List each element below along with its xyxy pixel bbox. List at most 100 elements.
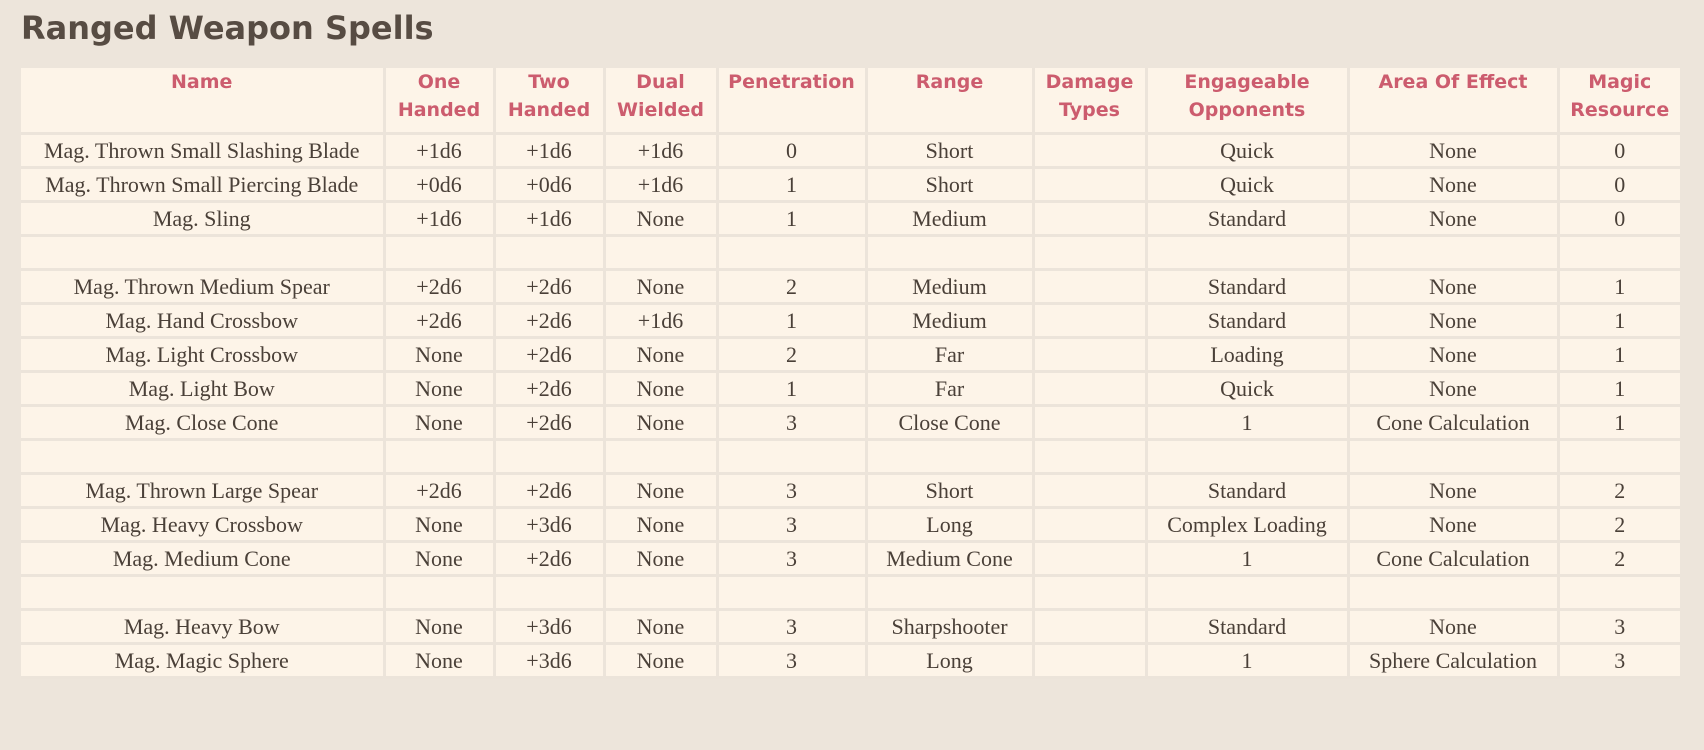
table-cell: None bbox=[602, 268, 719, 305]
table-cell: Cone Calculation bbox=[1346, 404, 1560, 441]
table-cell bbox=[1031, 370, 1148, 407]
spell-name-cell: Mag. Hand Crossbow bbox=[21, 302, 386, 339]
table-cell bbox=[492, 234, 606, 271]
table-cell: +0d6 bbox=[492, 166, 606, 203]
table-cell: Close Cone bbox=[864, 404, 1035, 441]
spell-name-cell: Mag. Thrown Small Piercing Blade bbox=[21, 166, 386, 203]
table-cell: 2 bbox=[1556, 506, 1680, 543]
table-cell: 3 bbox=[1556, 642, 1680, 679]
table-cell: 1 bbox=[1556, 302, 1680, 339]
table-cell: +2d6 bbox=[492, 370, 606, 407]
table-cell: 1 bbox=[1556, 336, 1680, 373]
table-row: Mag. Light Bow None +2d6 None 1 Far Quick None 1 bbox=[21, 370, 1680, 407]
column-header: Dual Wielded bbox=[602, 68, 719, 135]
column-header: Area Of Effect bbox=[1346, 68, 1560, 135]
table-cell bbox=[1144, 574, 1350, 611]
table-cell: None bbox=[1346, 166, 1560, 203]
table-cell: None bbox=[602, 200, 719, 237]
table-cell: None bbox=[382, 506, 496, 543]
table-cell: +2d6 bbox=[382, 472, 496, 509]
table-cell bbox=[492, 574, 606, 611]
page-title: Ranged Weapon Spells bbox=[21, 9, 434, 47]
spells-table-container: Name One Handed Two Handed Dual Wielded Pene… bbox=[21, 68, 1680, 679]
table-cell: None bbox=[382, 608, 496, 645]
table-row: Mag. Hand Crossbow +2d6 +2d6 +1d6 1 Medium Sta… bbox=[21, 302, 1680, 339]
table-cell: +2d6 bbox=[492, 540, 606, 577]
table-cell bbox=[1031, 472, 1148, 509]
table-cell: +1d6 bbox=[602, 166, 719, 203]
spell-name-cell bbox=[21, 438, 386, 475]
column-header: Range bbox=[864, 68, 1035, 135]
table-cell bbox=[1144, 234, 1350, 271]
spell-name-cell: Mag. Heavy Bow bbox=[21, 608, 386, 645]
table-cell: 2 bbox=[1556, 472, 1680, 509]
table-cell: None bbox=[382, 642, 496, 679]
table-cell: Long bbox=[864, 642, 1035, 679]
table-cell: 0 bbox=[1556, 200, 1680, 237]
column-header: Damage Types bbox=[1031, 68, 1148, 135]
spell-name-cell bbox=[21, 574, 386, 611]
table-cell: Medium bbox=[864, 268, 1035, 305]
table-cell: +1d6 bbox=[492, 200, 606, 237]
spell-name-cell: Mag. Heavy Crossbow bbox=[21, 506, 386, 543]
table-header-row: Name One Handed Two Handed Dual Wielded Pene… bbox=[21, 68, 1680, 135]
table-cell: 1 bbox=[715, 302, 868, 339]
table-cell: 1 bbox=[1556, 268, 1680, 305]
table-cell bbox=[864, 234, 1035, 271]
table-cell bbox=[382, 438, 496, 475]
table-cell bbox=[715, 438, 868, 475]
table-cell: 1 bbox=[1144, 540, 1350, 577]
table-cell bbox=[1031, 302, 1148, 339]
table-cell: 1 bbox=[1144, 642, 1350, 679]
ranged-weapon-spells-table: Name One Handed Two Handed Dual Wielded Pene… bbox=[21, 68, 1680, 679]
table-cell: 1 bbox=[1144, 404, 1350, 441]
table-cell: None bbox=[1346, 506, 1560, 543]
table-cell: +1d6 bbox=[382, 200, 496, 237]
spell-name-cell: Mag. Light Crossbow bbox=[21, 336, 386, 373]
table-cell: Medium Cone bbox=[864, 540, 1035, 577]
spell-name-cell: Mag. Thrown Medium Spear bbox=[21, 268, 386, 305]
table-cell bbox=[1031, 336, 1148, 373]
table-cell: +1d6 bbox=[602, 302, 719, 339]
table-row: Mag. Thrown Large Spear +2d6 +2d6 None 3 Shor… bbox=[21, 472, 1680, 509]
table-cell: Standard bbox=[1144, 302, 1350, 339]
table-cell: 1 bbox=[715, 166, 868, 203]
table-body: Mag. Thrown Small Slashing Blade +1d6 +1d6… bbox=[21, 132, 1680, 679]
table-cell: None bbox=[602, 540, 719, 577]
table-cell: +2d6 bbox=[492, 404, 606, 441]
table-cell bbox=[602, 574, 719, 611]
table-row: Mag. Heavy Crossbow None +3d6 None 3 Long Comp… bbox=[21, 506, 1680, 543]
table-cell bbox=[1031, 540, 1148, 577]
table-cell: +2d6 bbox=[382, 302, 496, 339]
table-cell: None bbox=[382, 370, 496, 407]
table-cell: Short bbox=[864, 166, 1035, 203]
table-cell: Short bbox=[864, 132, 1035, 169]
table-cell: None bbox=[1346, 472, 1560, 509]
spacer-row bbox=[21, 234, 1680, 271]
table-cell bbox=[864, 438, 1035, 475]
table-cell: None bbox=[1346, 302, 1560, 339]
table-cell: +2d6 bbox=[492, 336, 606, 373]
table-cell: 3 bbox=[715, 472, 868, 509]
table-cell: 3 bbox=[715, 540, 868, 577]
table-cell: 0 bbox=[715, 132, 868, 169]
table-cell: 1 bbox=[1556, 370, 1680, 407]
table-cell bbox=[1346, 234, 1560, 271]
table-cell: None bbox=[602, 336, 719, 373]
table-cell: Quick bbox=[1144, 132, 1350, 169]
column-header: Penetration bbox=[715, 68, 868, 135]
table-cell: +1d6 bbox=[492, 132, 606, 169]
column-header: Magic Resource bbox=[1556, 68, 1680, 135]
table-cell: 2 bbox=[1556, 540, 1680, 577]
table-cell: 0 bbox=[1556, 166, 1680, 203]
spell-name-cell: Mag. Medium Cone bbox=[21, 540, 386, 577]
table-cell bbox=[1031, 132, 1148, 169]
table-cell: None bbox=[1346, 200, 1560, 237]
spacer-row bbox=[21, 438, 1680, 475]
table-cell: 1 bbox=[715, 200, 868, 237]
spell-name-cell: Mag. Sling bbox=[21, 200, 386, 237]
table-cell: Short bbox=[864, 472, 1035, 509]
table-cell: +3d6 bbox=[492, 642, 606, 679]
spell-name-cell bbox=[21, 234, 386, 271]
table-cell: 2 bbox=[715, 336, 868, 373]
